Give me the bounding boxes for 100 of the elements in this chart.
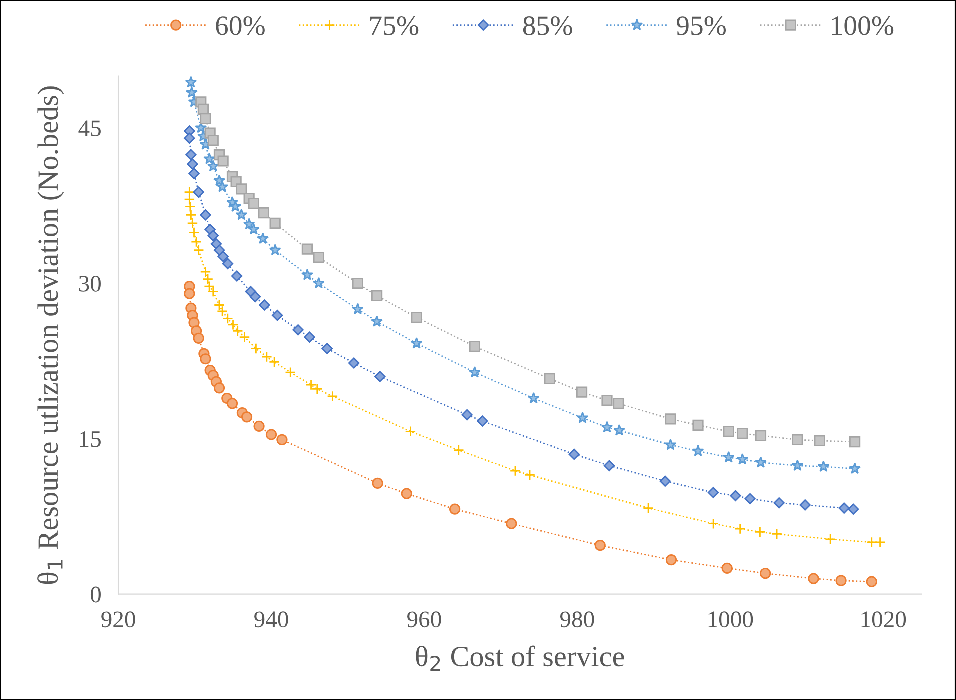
point (312, 384, 323, 395)
point (186, 149, 197, 161)
point (601, 421, 614, 433)
point (218, 156, 229, 167)
point (259, 300, 270, 311)
x-tick-label: 1000 (708, 612, 754, 628)
point (866, 576, 878, 588)
point (576, 386, 588, 398)
point (208, 134, 219, 146)
point (849, 462, 862, 474)
point (184, 194, 196, 206)
legend-label: 95% (676, 16, 726, 36)
point (239, 332, 250, 343)
point (185, 76, 198, 88)
point (184, 132, 196, 144)
point (208, 230, 219, 242)
point (722, 451, 735, 463)
point (755, 430, 767, 442)
point (208, 286, 219, 298)
point (771, 528, 783, 540)
point (236, 184, 248, 195)
x-tick-label: 960 (408, 612, 442, 628)
y-tick-label: 15 (80, 432, 101, 448)
point (202, 274, 214, 285)
point (664, 438, 677, 450)
point (723, 426, 734, 438)
y-tick-label: 45 (78, 120, 101, 137)
point (184, 288, 196, 300)
point (736, 453, 749, 465)
point (614, 424, 626, 436)
point (230, 200, 242, 212)
point (200, 210, 212, 221)
point (660, 476, 671, 487)
point (193, 332, 204, 344)
point (313, 252, 324, 264)
point (269, 356, 280, 368)
point (401, 488, 412, 500)
point (322, 343, 333, 354)
point (236, 208, 248, 220)
point (266, 429, 278, 440)
point (228, 319, 239, 330)
point (269, 244, 282, 256)
point (217, 306, 228, 318)
point (814, 435, 826, 447)
point (327, 390, 338, 402)
point (254, 420, 265, 432)
point (453, 444, 464, 456)
point (352, 278, 364, 290)
point (250, 343, 262, 354)
point (744, 493, 756, 505)
x-tick-label: 980 (560, 612, 594, 628)
point (301, 268, 314, 280)
point (506, 518, 518, 530)
point (187, 158, 198, 170)
point (666, 554, 678, 566)
point (261, 352, 272, 363)
point (371, 316, 384, 328)
point (737, 428, 748, 440)
legend-label: 75% (370, 16, 419, 36)
legend-label: 60% (216, 16, 265, 36)
point (468, 366, 481, 378)
point (248, 223, 260, 235)
x-tick-label: 920 (102, 612, 136, 628)
point (348, 358, 360, 369)
point (226, 398, 238, 410)
point (248, 198, 260, 210)
point (302, 244, 314, 255)
legend-label: 85% (523, 16, 572, 36)
point (187, 218, 198, 229)
point (272, 310, 284, 322)
point (524, 470, 536, 481)
point (708, 518, 720, 530)
point (838, 502, 850, 514)
point (276, 434, 288, 446)
point (371, 290, 383, 302)
point (186, 210, 197, 221)
point (754, 526, 766, 538)
point (250, 291, 262, 303)
point (874, 536, 886, 548)
point (257, 232, 270, 244)
point (528, 392, 540, 404)
point (188, 227, 200, 238)
point (207, 160, 220, 172)
x-axis-title: θ$_{2}$ Cost of service (416, 646, 624, 672)
point (774, 498, 785, 509)
point (604, 460, 616, 472)
legend-label: 100% (832, 16, 894, 36)
point (576, 412, 589, 424)
point (708, 487, 720, 498)
point (372, 478, 384, 490)
point (692, 420, 704, 431)
point (312, 277, 325, 289)
point (193, 244, 204, 256)
point (760, 568, 772, 580)
point (200, 266, 212, 278)
point (642, 502, 654, 514)
point (232, 326, 244, 337)
x-tick-label: 940 (254, 612, 288, 628)
point (818, 460, 830, 472)
point (734, 523, 746, 535)
